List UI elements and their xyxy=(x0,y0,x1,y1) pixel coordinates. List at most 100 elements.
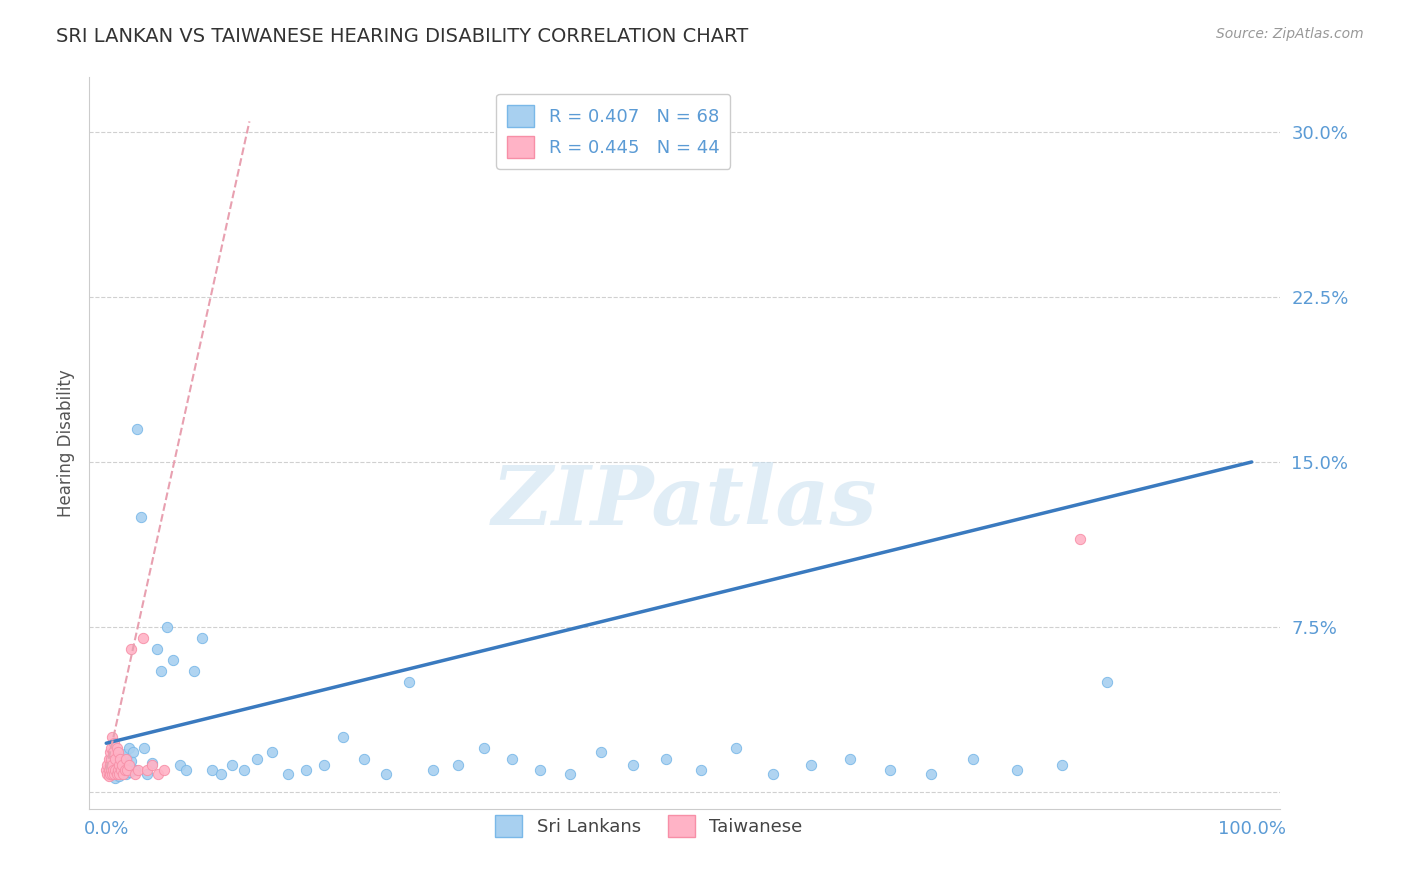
Point xyxy=(120,754,142,768)
Point xyxy=(374,767,396,781)
Point xyxy=(129,509,152,524)
Point xyxy=(114,747,136,762)
Point xyxy=(725,740,748,755)
Point xyxy=(127,422,149,436)
Point xyxy=(105,767,128,781)
Point xyxy=(120,764,142,779)
Point xyxy=(117,758,139,772)
Point xyxy=(108,769,131,783)
Point xyxy=(101,745,124,759)
Point xyxy=(209,767,232,781)
Point xyxy=(294,763,316,777)
Point xyxy=(246,751,269,765)
Point xyxy=(120,641,142,656)
Point xyxy=(110,764,132,779)
Point xyxy=(183,664,205,678)
Point xyxy=(100,751,122,765)
Point xyxy=(152,763,174,777)
Point xyxy=(98,763,121,777)
Point xyxy=(112,767,135,781)
Point xyxy=(221,758,243,772)
Point xyxy=(689,763,711,777)
Point xyxy=(118,758,141,772)
Point xyxy=(136,763,159,777)
Point xyxy=(108,751,131,765)
Text: SRI LANKAN VS TAIWANESE HEARING DISABILITY CORRELATION CHART: SRI LANKAN VS TAIWANESE HEARING DISABILI… xyxy=(56,27,748,45)
Point xyxy=(96,758,118,772)
Point xyxy=(103,767,125,781)
Point xyxy=(124,767,146,781)
Point xyxy=(105,754,128,768)
Point xyxy=(398,674,420,689)
Point xyxy=(114,763,136,777)
Point xyxy=(111,756,134,770)
Point xyxy=(108,749,131,764)
Point xyxy=(1069,532,1091,546)
Point xyxy=(103,736,125,750)
Point xyxy=(98,745,121,759)
Point xyxy=(145,641,167,656)
Point xyxy=(655,751,678,765)
Point xyxy=(132,740,155,755)
Point xyxy=(141,758,163,772)
Point xyxy=(107,745,129,759)
Point xyxy=(1005,763,1028,777)
Point xyxy=(97,769,120,783)
Point xyxy=(115,751,138,765)
Point xyxy=(101,758,124,772)
Point xyxy=(97,751,120,765)
Point xyxy=(232,763,254,777)
Point xyxy=(312,758,335,772)
Point xyxy=(101,763,124,777)
Point xyxy=(98,767,121,781)
Point xyxy=(104,751,127,765)
Point xyxy=(100,763,122,777)
Point xyxy=(101,730,124,744)
Point xyxy=(105,740,128,755)
Point xyxy=(121,745,143,759)
Point xyxy=(104,763,127,777)
Text: ZIPatlas: ZIPatlas xyxy=(492,462,877,541)
Point xyxy=(838,751,860,765)
Point xyxy=(191,631,214,645)
Point xyxy=(560,767,582,781)
Point xyxy=(591,745,613,759)
Point xyxy=(107,763,129,777)
Point xyxy=(114,751,136,765)
Point xyxy=(101,767,124,781)
Point xyxy=(132,631,155,645)
Point xyxy=(529,763,551,777)
Point xyxy=(762,767,785,781)
Point xyxy=(103,745,125,759)
Point xyxy=(114,767,136,781)
Point xyxy=(101,767,124,781)
Point xyxy=(422,763,444,777)
Point xyxy=(96,767,118,781)
Point xyxy=(124,763,146,777)
Point xyxy=(108,767,131,781)
Point xyxy=(104,772,127,786)
Point xyxy=(447,758,470,772)
Text: Source: ZipAtlas.com: Source: ZipAtlas.com xyxy=(1216,27,1364,41)
Point xyxy=(162,653,184,667)
Y-axis label: Hearing Disability: Hearing Disability xyxy=(58,369,75,517)
Point xyxy=(111,758,134,772)
Point xyxy=(112,760,135,774)
Point xyxy=(98,758,121,772)
Point xyxy=(277,767,299,781)
Point xyxy=(136,767,159,781)
Point xyxy=(146,767,169,781)
Point xyxy=(169,758,191,772)
Point xyxy=(621,758,644,772)
Point xyxy=(800,758,823,772)
Point xyxy=(472,740,495,755)
Point xyxy=(1097,674,1119,689)
Point xyxy=(108,758,131,772)
Point xyxy=(879,763,901,777)
Point xyxy=(176,763,198,777)
Point xyxy=(501,751,523,765)
Point xyxy=(101,758,124,772)
Point xyxy=(115,763,138,777)
Point xyxy=(332,730,354,744)
Point xyxy=(156,620,179,634)
